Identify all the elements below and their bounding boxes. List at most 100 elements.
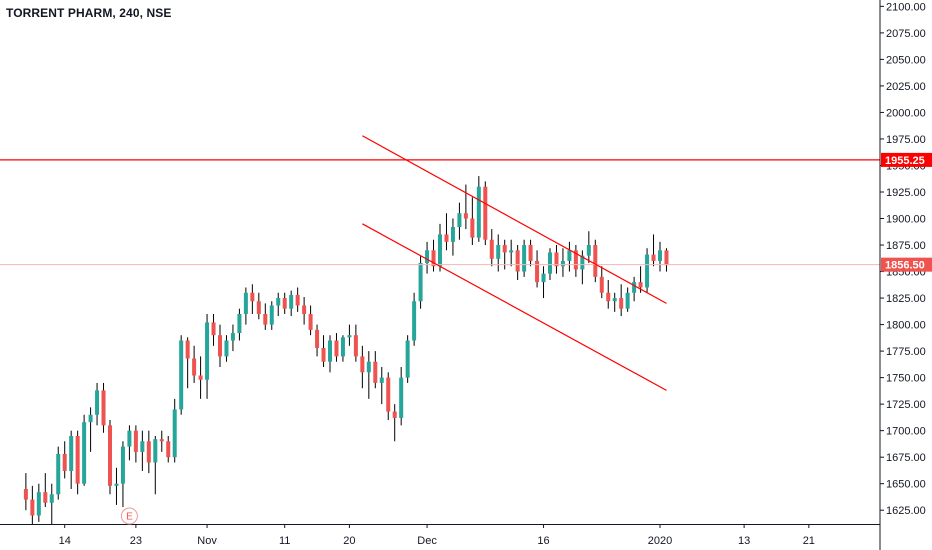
candle-up: [437, 234, 443, 267]
candle-up: [82, 422, 87, 484]
horizontal-line-price-badge: 1955.25: [885, 155, 925, 167]
y-tick-label: 1975.00: [886, 134, 926, 146]
candle-up: [340, 337, 345, 357]
candle-down: [470, 218, 475, 238]
candle-down: [256, 301, 261, 314]
candle-up: [522, 245, 527, 272]
y-tick-label: 1825.00: [886, 293, 926, 305]
candle-down: [599, 276, 604, 293]
candle-up: [127, 430, 132, 447]
candles-layer: [23, 176, 669, 524]
candle-up: [541, 273, 546, 283]
candle-down: [535, 260, 540, 283]
y-tick-label: 1900.00: [886, 214, 926, 226]
candle-up: [632, 282, 637, 293]
candle-up: [276, 298, 281, 306]
candle-up: [657, 250, 663, 261]
candle-up: [450, 226, 455, 242]
y-tick-label: 1750.00: [886, 373, 926, 385]
y-tick-label: 2100.00: [886, 1, 926, 13]
candle-down: [198, 375, 203, 380]
candle-up: [172, 409, 177, 458]
candle-down: [638, 282, 643, 288]
candle-up: [327, 340, 333, 362]
earnings-event-label: E: [126, 512, 133, 523]
candle-up: [120, 446, 125, 484]
candle-down: [282, 298, 287, 309]
x-tick-label: 20: [343, 535, 355, 547]
candle-down: [483, 186, 488, 240]
candle-up: [153, 439, 158, 463]
candle-down: [75, 435, 80, 484]
x-tick-label: Dec: [417, 535, 437, 547]
candle-down: [573, 250, 578, 270]
candle-up: [405, 340, 410, 378]
candle-down: [295, 294, 300, 306]
candle-up: [366, 361, 371, 373]
y-tick-label: 1625.00: [886, 505, 926, 517]
candle-up: [205, 322, 210, 380]
markers-layer: E: [120, 507, 138, 525]
y-tick-label: 2050.00: [886, 54, 926, 66]
candle-down: [107, 425, 113, 486]
candle-down: [43, 492, 48, 503]
candle-up: [612, 298, 617, 302]
y-tick-label: 1675.00: [886, 452, 926, 464]
candle-down: [360, 356, 365, 373]
last-price-badge-bg: [881, 257, 932, 272]
candle-up: [269, 305, 274, 325]
time-axis[interactable]: 14 23 Nov 11 20 Dec 16 2020 13 21: [0, 524, 880, 547]
chart-title: TORRENT PHARM, 240, NSE: [6, 6, 172, 20]
candle-up: [509, 250, 514, 253]
candle-up: [457, 213, 462, 227]
x-tick-label: 16: [537, 535, 549, 547]
y-tick-label: 2075.00: [886, 28, 926, 40]
candle-up: [645, 254, 650, 288]
candle-down: [23, 488, 28, 500]
candle-down: [528, 245, 533, 261]
x-tick-label: 2020: [648, 535, 672, 547]
candle-up: [496, 245, 501, 259]
candle-up: [547, 252, 553, 274]
candle-up: [179, 340, 184, 410]
candle-down: [502, 245, 507, 253]
trend-channel-line: [362, 223, 667, 391]
candle-down: [133, 430, 138, 452]
earnings-event-icon: [120, 507, 138, 525]
candle-down: [606, 292, 611, 302]
candle-down: [373, 361, 378, 383]
candle-up: [114, 483, 119, 486]
candle-down: [315, 329, 320, 348]
candle-up: [476, 186, 481, 238]
candle-down: [321, 347, 326, 362]
candle-down: [392, 411, 397, 418]
candle-down: [30, 499, 35, 516]
candle-down: [353, 335, 358, 357]
candle-down: [386, 377, 391, 412]
candle-up: [224, 340, 229, 357]
candle-up: [586, 245, 591, 256]
candle-down: [651, 254, 656, 261]
last-price-badge: 1856.50: [885, 260, 925, 272]
candle-up: [418, 263, 423, 302]
candle-up: [237, 313, 242, 334]
candle-up: [36, 492, 41, 516]
price-axis[interactable]: 1625.00 1650.00 1675.00 1700.00 1725.00 1750.…: [879, 0, 932, 550]
candle-up: [425, 250, 430, 264]
candle-down: [593, 245, 598, 277]
candle-up: [140, 441, 145, 452]
y-tick-label: 1775.00: [886, 346, 926, 358]
candle-up: [243, 292, 248, 314]
candle-down: [664, 250, 669, 266]
candle-up: [230, 333, 235, 341]
y-tick-label: 1700.00: [886, 426, 926, 438]
candle-up: [580, 255, 585, 270]
candle-down: [101, 390, 106, 426]
x-tick-label: 13: [738, 535, 750, 547]
candle-down: [192, 358, 197, 376]
candle-down: [146, 441, 151, 463]
candle-down: [431, 250, 436, 267]
candle-down: [619, 298, 624, 309]
candle-up: [289, 294, 294, 309]
